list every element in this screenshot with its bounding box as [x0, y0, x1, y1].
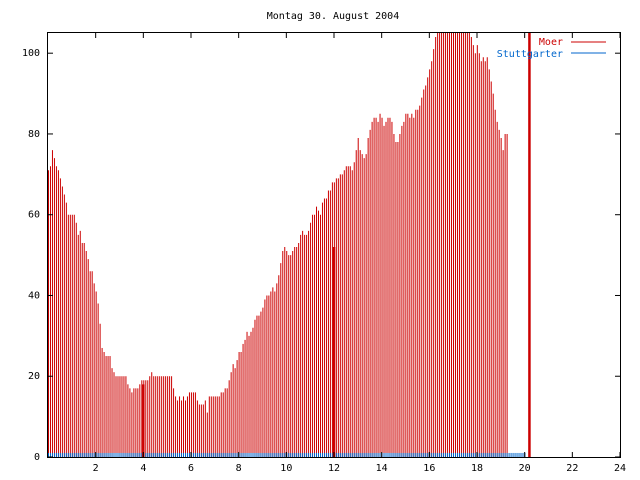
x-tick-label: 16	[423, 463, 435, 474]
x-tick-label: 8	[236, 463, 242, 474]
y-tick-label: 80	[28, 129, 40, 140]
x-tick-label: 20	[519, 463, 531, 474]
x-tick-label: 12	[328, 463, 340, 474]
y-tick-label: 100	[22, 48, 40, 59]
stuttgarter-series	[48, 452, 526, 457]
y-tick-label: 20	[28, 371, 40, 382]
x-tick-label: 18	[471, 463, 483, 474]
legend: Moer Stuttgarter	[497, 37, 606, 60]
legend-label-moer: Moer	[539, 37, 563, 48]
y-axis: 0 20 40 60 80 100	[22, 48, 620, 463]
marker-layer	[142, 33, 531, 457]
x-tick-label: 4	[140, 463, 146, 474]
legend-label-stuttgarter: Stuttgarter	[497, 49, 563, 60]
x-tick-label: 14	[376, 463, 388, 474]
y-tick-label: 0	[34, 452, 40, 463]
x-axis: 2 4 6 8 10 12 14 16 18 20 22 24	[93, 33, 626, 474]
moer-series	[48, 33, 508, 457]
x-tick-label: 10	[280, 463, 292, 474]
x-tick-label: 2	[93, 463, 99, 474]
x-tick-label: 6	[188, 463, 194, 474]
plot-frame	[47, 32, 621, 458]
x-tick-label: 24	[614, 463, 626, 474]
y-tick-label: 40	[28, 290, 40, 301]
y-tick-label: 60	[28, 210, 40, 221]
chart-title: Montag 30. August 2004	[267, 11, 399, 22]
x-tick-label: 22	[566, 463, 578, 474]
